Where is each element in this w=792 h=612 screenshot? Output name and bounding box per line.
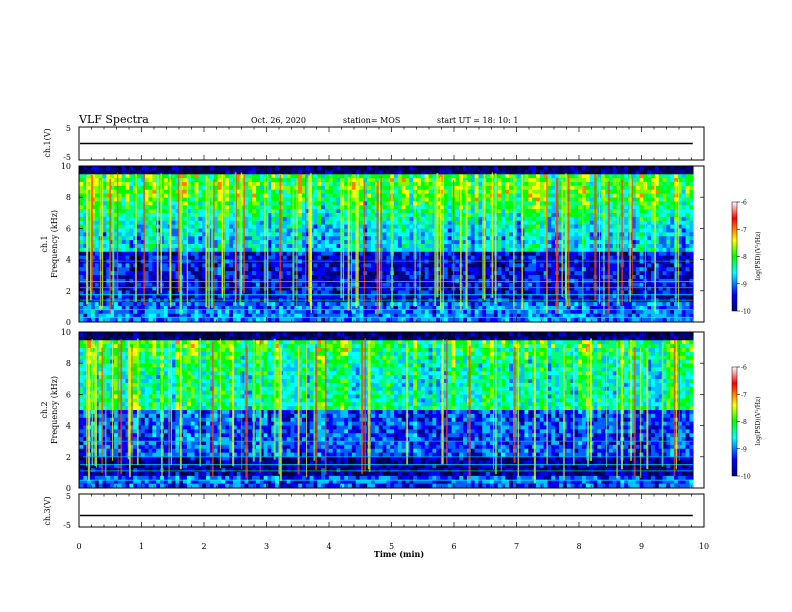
colorbar-tick-label: -8 [741,254,747,261]
colorbar-tick-label: -6 [741,200,747,207]
ch2-spec-yticks: 0 2 4 6 8 10 [61,328,704,493]
ch1-waveform-panel: 5 -5 ch.1(V) [43,124,705,162]
ch1-spectrogram-image [79,166,694,322]
freq-tick-label: 10 [61,162,71,171]
freq-tick-label: 8 [66,193,71,202]
time-tick-label: 4 [326,542,331,551]
time-axis-ticks [78,127,705,527]
ch1-ytick-minus5: -5 [63,153,71,162]
colorbar-tick-label: -7 [741,227,747,234]
ch1-colorbar: -6 -7 -8 -9 -10 log(PSD)(V²/Hz) [731,200,762,316]
colorbar-tick-label: -7 [741,392,747,399]
ch1-colorbar-label: log(PSD)(V²/Hz) [755,232,762,281]
time-tick-label: 5 [389,542,394,551]
ch3-ytick-minus5: -5 [63,521,71,530]
time-tick-label: 1 [139,542,144,551]
freq-tick-label: 2 [66,287,71,296]
ch1-spec-ylabel-1: ch.1 [40,235,49,252]
freq-tick-label: 6 [66,224,71,233]
time-tick-label: 8 [576,542,581,551]
ch1-spec-ylabel-2: Frequency (kHz) [50,210,59,278]
freq-tick-label: 0 [66,484,71,493]
time-tick-label: 9 [639,542,644,551]
time-tick-label: 3 [264,542,269,551]
ch1-spec-yticks: 0 2 4 6 8 10 [61,162,704,327]
ch2-spec-ylabel-1: ch.2 [40,401,49,418]
ch1-ytick-5: 5 [66,124,71,133]
freq-tick-label: 2 [66,453,71,462]
ch2-spec-ylabel-2: Frequency (kHz) [50,376,59,444]
colorbar-tick-label: -9 [741,281,747,288]
time-tick-label: 6 [451,542,456,551]
freq-tick-label: 8 [66,359,71,368]
ch1-waveform-ylabel: ch.1(V) [43,128,52,157]
ch3-ytick-5: 5 [66,492,71,501]
freq-tick-label: 6 [66,390,71,399]
time-tick-label: 10 [699,542,709,551]
ch3-waveform-panel: 5 -5 ch.3(V) [43,492,705,530]
ch2-spectrogram-panel: ch.2 Frequency (kHz) [40,331,705,489]
ch2-colorbar: -6 -7 -8 -9 -10 log(PSD)(V²/Hz) [731,365,762,481]
start-time-label: start UT = 18: 10: 1 [437,116,518,125]
time-tick-label: 2 [201,542,206,551]
colorbar-tick-label: -9 [741,446,747,453]
ch1-spectrogram-panel: ch.1 Frequency (kHz) [40,165,705,323]
colorbar-tick-label: -8 [741,419,747,426]
freq-tick-label: 4 [66,256,71,265]
time-axis-label: Time (min) [374,549,424,559]
time-tick-label: 7 [514,542,519,551]
time-tick-label: 0 [76,542,81,551]
time-axis-tick-labels: 0 1 2 3 4 5 6 7 8 9 10 [76,542,709,551]
freq-tick-label: 0 [66,318,71,327]
freq-tick-label: 10 [61,328,71,337]
ch2-spectrogram-image [79,332,694,488]
colorbar-tick-label: -10 [741,474,751,481]
ch2-colorbar-label: log(PSD)(V²/Hz) [755,397,762,446]
colorbar-tick-label: -10 [741,309,751,316]
ch3-waveform-ylabel: ch.3(V) [43,496,52,525]
colorbar-tick-label: -6 [741,365,747,372]
figure-title: VLF Spectra [78,113,149,126]
station-label: station= MOS [343,116,400,125]
date-label: Oct. 26, 2020 [251,116,306,125]
freq-tick-label: 4 [66,422,71,431]
